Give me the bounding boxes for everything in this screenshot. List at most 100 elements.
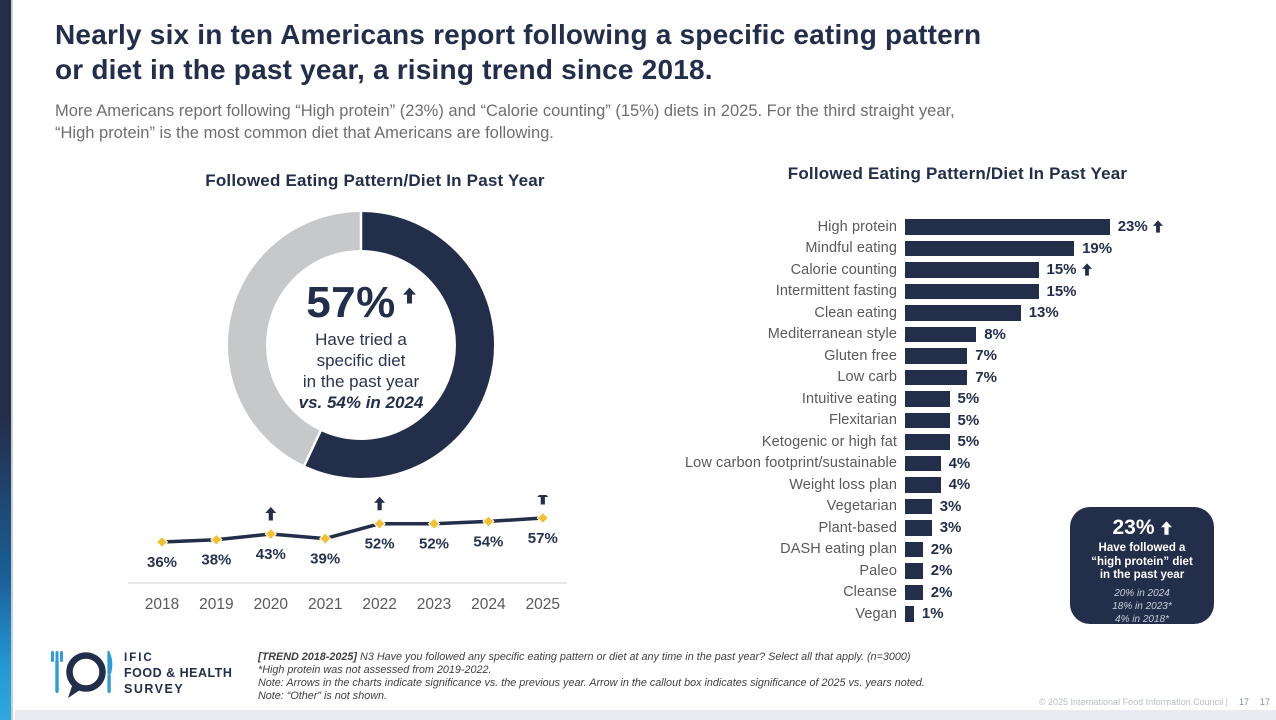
bar-category-label: Weight loss plan (789, 476, 897, 493)
trend-value-label: 36% (147, 554, 177, 571)
bar-row: Vegetarian 3% (660, 496, 1163, 518)
bar-row: Intuitive eating 5% (660, 388, 1163, 410)
donut-center-label: 57% Have tried a specific diet in the pa… (261, 281, 461, 413)
ific-logo: IFIC FOOD & HEALTH SURVEY (51, 651, 232, 698)
bar-category-label: Calorie counting (790, 261, 897, 278)
bar (905, 262, 1039, 278)
knife-icon (107, 651, 113, 693)
trend-marker-diamond (210, 533, 223, 546)
donut-segment-separator (301, 427, 323, 469)
bar-category-label: High protein (817, 218, 897, 235)
bar-row: Weight loss plan 4% (660, 474, 1163, 496)
significance-up-arrow-icon (402, 287, 416, 304)
bar-value-label: 7% (975, 368, 997, 386)
bar-category-label: Plant-based (818, 519, 897, 536)
trend-line-chart: 36% 2018 38% 2019 43% 2020 39% 2021 52% 2022 52% 20… (128, 495, 567, 613)
bar-row: Ketogenic or high fat 5% (660, 431, 1163, 453)
trend-year-label: 2019 (199, 596, 233, 613)
callout-value: 23% (1112, 516, 1155, 539)
trend-value-label: 52% (365, 536, 395, 553)
callout-text: Have followed a “high protein” diet in t… (1091, 542, 1193, 581)
trend-marker-diamond (318, 532, 332, 545)
logo-text-survey: SURVEY (124, 682, 184, 696)
trend-marker-diamond (427, 517, 441, 530)
trend-line (161, 516, 543, 544)
bar-value-label: 4% (948, 454, 971, 472)
bar-row: Low carbon footprint/sustainable 4% (660, 453, 1163, 475)
bar-value-label: 15% (1046, 261, 1077, 279)
bar-value-label: 5% (957, 411, 980, 429)
bar-row: Calorie counting 15% (660, 259, 1163, 281)
bar-row: Paleo 2% (660, 560, 1163, 582)
bar-category-label: Ketogenic or high fat (761, 433, 897, 450)
speech-bubble-icon (66, 652, 106, 698)
significance-up-arrow (265, 507, 277, 521)
bar (905, 412, 950, 428)
bar-row: Mindful eating 19% (660, 238, 1163, 260)
bar-row: Cleanse 2% (660, 582, 1163, 604)
footnote-line: *High protein was not assessed from 2019… (258, 663, 492, 676)
bottom-strip (15, 710, 1276, 720)
bar-value-label: 15% (1046, 282, 1077, 300)
page-number: 17 (1238, 697, 1249, 707)
bar-category-label: Gluten free (824, 347, 897, 364)
bar-category-label: Paleo (859, 562, 897, 579)
bar-value-label: 2% (930, 540, 953, 558)
donut-center-comparison: vs. 54% in 2024 (298, 393, 424, 412)
bar-row: Flexitarian 5% (660, 410, 1163, 432)
bar-row: Clean eating 13% (660, 302, 1163, 324)
bar-category-label: DASH eating plan (780, 541, 897, 558)
bar-category-label: Clean eating (814, 304, 897, 321)
bar (905, 541, 923, 557)
significance-up-arrow (374, 496, 386, 511)
trend-value-label: 54% (473, 533, 503, 550)
bar (905, 283, 1039, 299)
significance-up-arrow-icon (1081, 263, 1092, 276)
bar-value-label: 23% (1117, 218, 1148, 236)
bar-chart: High protein 23% Mindful eating 19% Calorie … (660, 216, 1163, 625)
bar (905, 219, 1110, 235)
trend-value-label: 52% (419, 536, 449, 553)
bar-category-label: Vegan (855, 605, 897, 622)
high-protein-callout: 23% Have followed a “high protein” diet … (1070, 507, 1214, 625)
bar-category-label: Intuitive eating (801, 390, 897, 407)
bar (905, 455, 941, 471)
donut-chart (228, 211, 494, 478)
bar-row: Vegan 1% (660, 603, 1163, 625)
bar (905, 391, 950, 407)
bar-category-label: Cleanse (843, 584, 897, 601)
trend-marker-diamond (482, 515, 495, 528)
bar-value-label: 3% (939, 519, 962, 537)
bar-value-label: 5% (957, 433, 980, 451)
arrow-shape (1081, 263, 1092, 276)
footnote-question: N3 Have you followed any specific eating… (357, 651, 911, 663)
logo-text-food-health: FOOD & HEALTH (124, 666, 232, 680)
bar-value-label: 1% (921, 605, 944, 623)
footnote-line: Note: Arrows in the charts indicate sign… (258, 676, 925, 689)
bar-category-label: Low carb (837, 369, 897, 386)
bar-value-label: 2% (930, 583, 953, 601)
footnote-line: [TREND 2018-2025] N3 Have you followed a… (258, 651, 1068, 664)
trend-value-label: 43% (256, 546, 286, 563)
page-subtitle: More Americans report following “High pr… (55, 102, 955, 142)
bar-value-label: 19% (1082, 239, 1113, 257)
bar-row: Gluten free 7% (660, 345, 1163, 367)
trend-marker-diamond (536, 511, 550, 525)
bar-row: High protein 23% (660, 216, 1163, 238)
bar-chart-title: Followed Eating Pattern/Diet In Past Yea… (787, 164, 1128, 183)
bar (905, 584, 923, 600)
bar-category-label: Intermittent fasting (775, 283, 897, 300)
bar-row: Mediterranean style 8% (660, 324, 1163, 346)
arrow-shape (1152, 220, 1163, 233)
bar (905, 606, 914, 622)
footnote-line: Note: “Other” is not shown. (258, 689, 388, 702)
bar (905, 563, 923, 579)
page-number: 17 (1259, 697, 1270, 707)
significance-up-arrow-icon (1160, 521, 1172, 535)
bar-value-label: 4% (948, 476, 971, 494)
trend-year-label: 2025 (526, 596, 560, 613)
trend-year-label: 2022 (362, 596, 396, 613)
trend-year-label: 2021 (308, 596, 342, 613)
bar-value-label: 13% (1028, 304, 1059, 322)
donut-chart-title: Followed Eating Pattern/Diet In Past Yea… (205, 171, 545, 190)
